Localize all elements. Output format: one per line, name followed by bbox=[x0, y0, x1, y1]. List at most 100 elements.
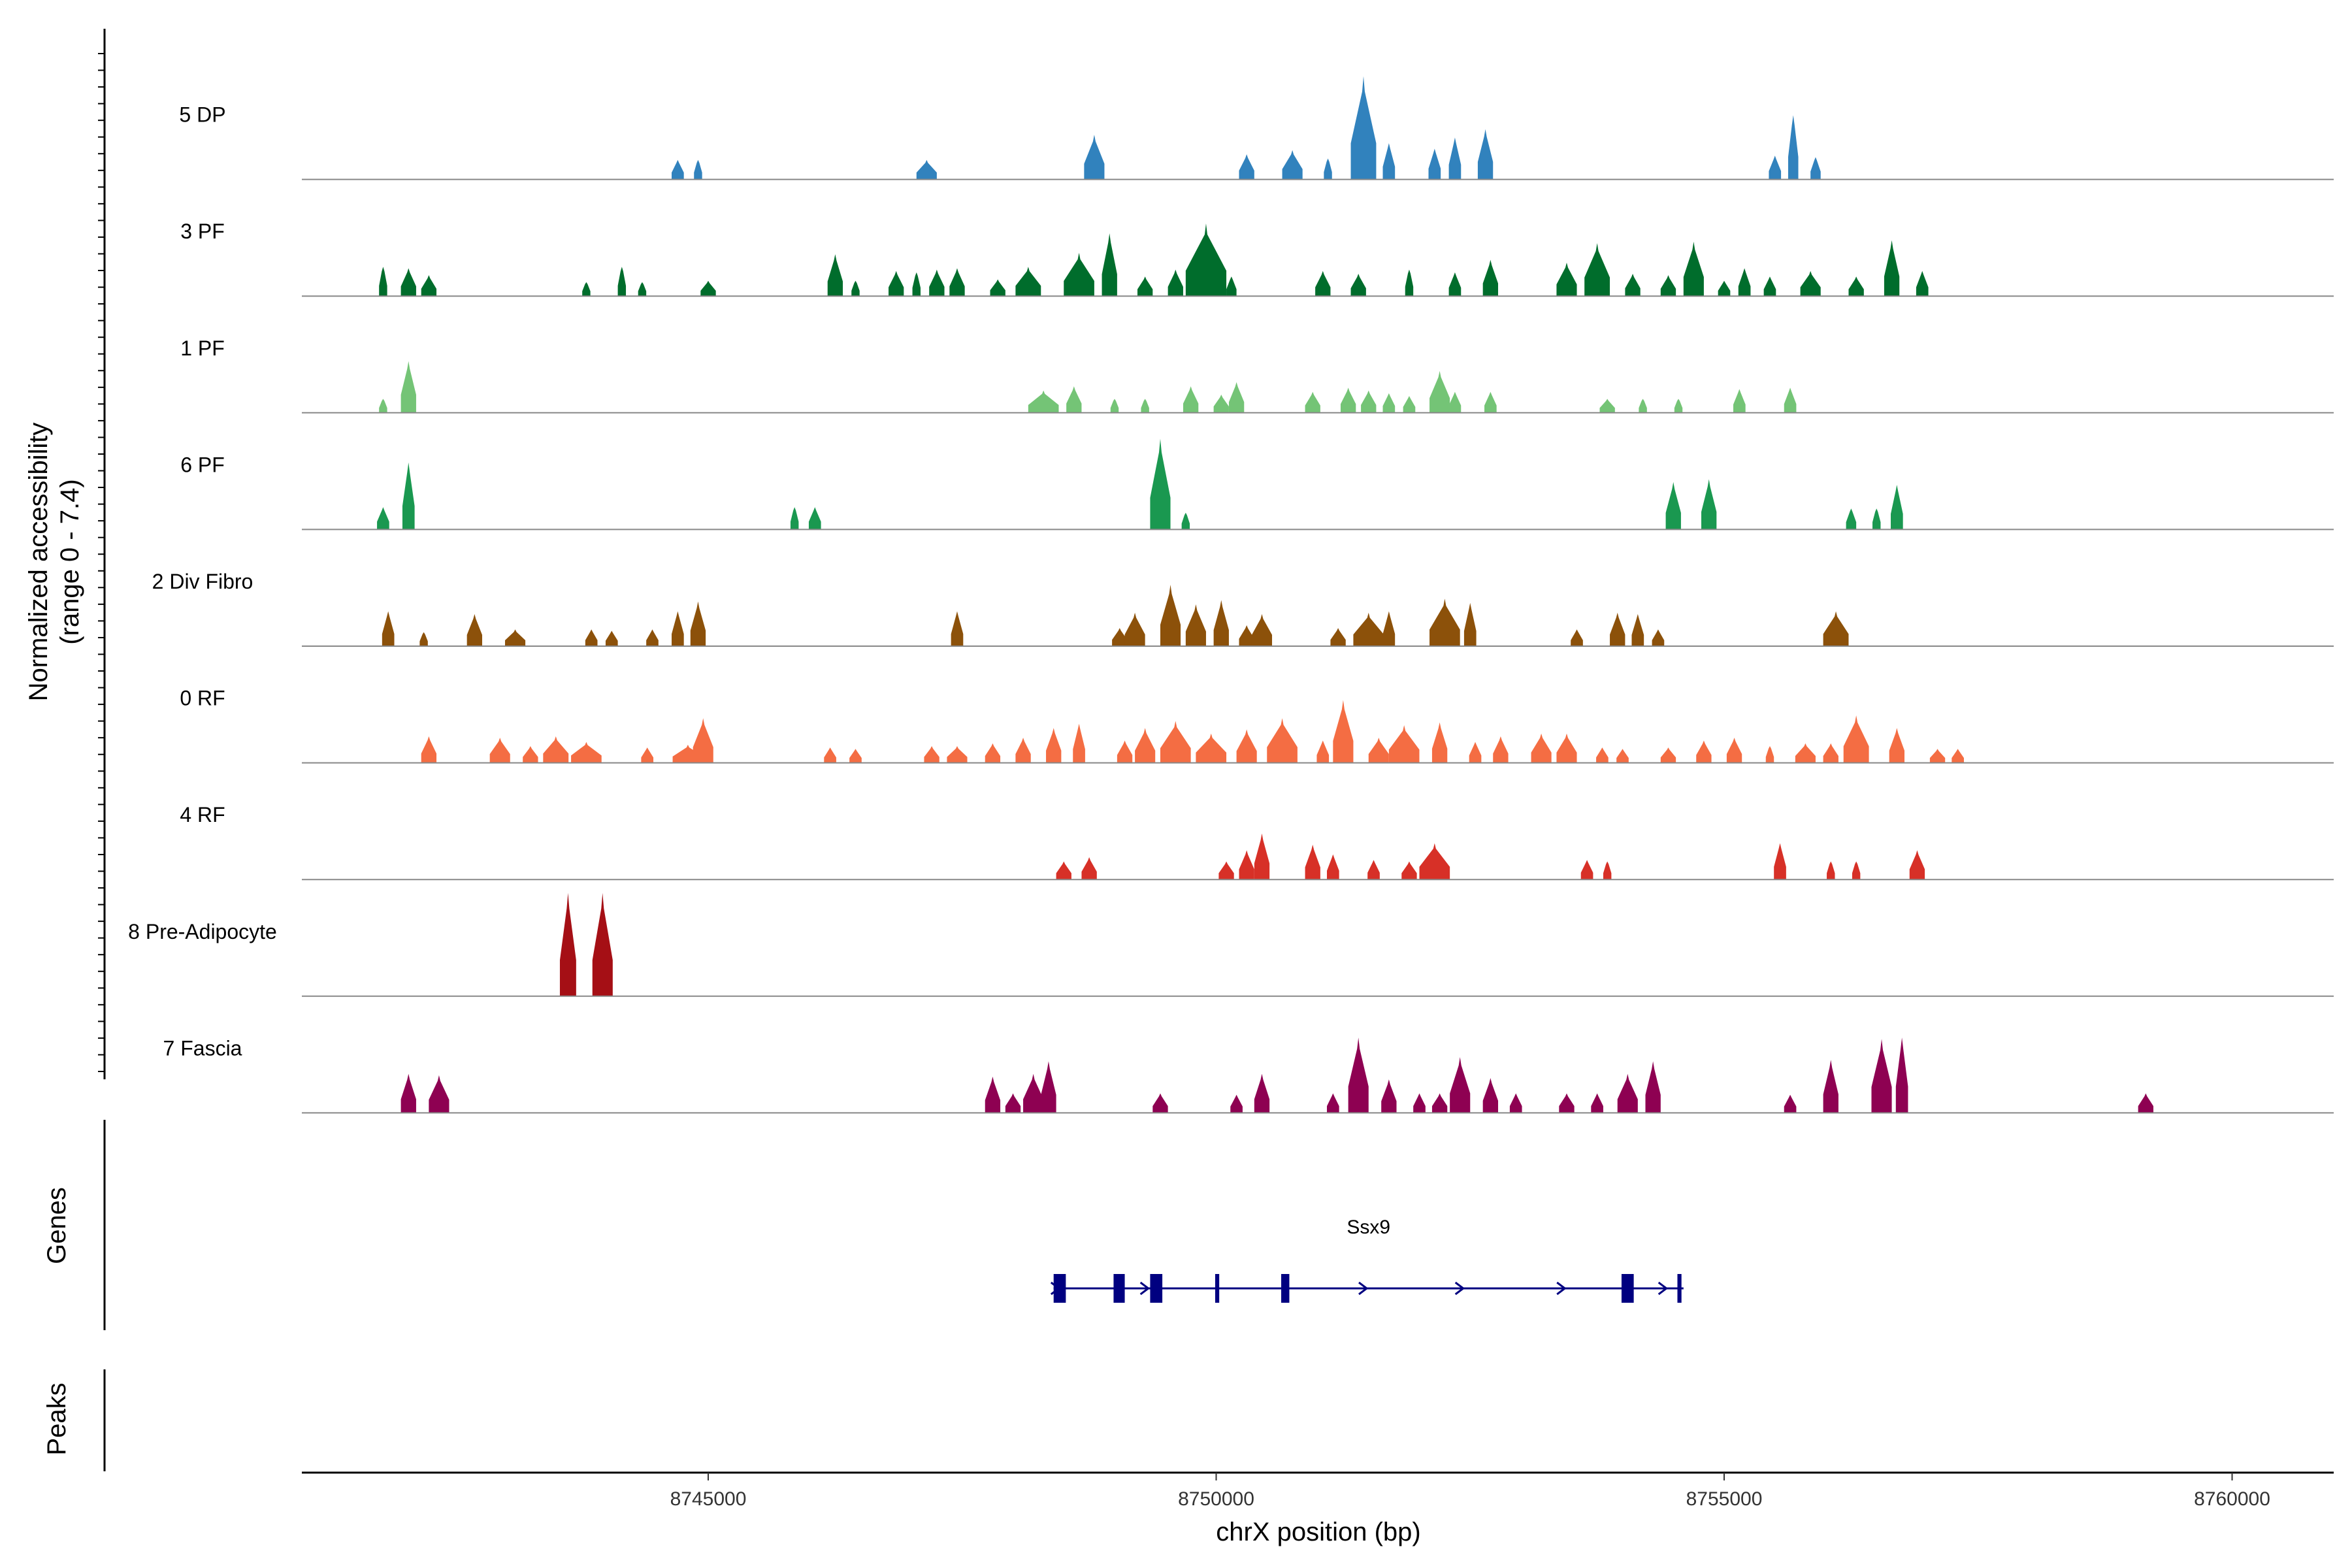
coverage-peak bbox=[951, 611, 964, 646]
coverage-peak bbox=[617, 267, 627, 297]
coverage-peak bbox=[1448, 137, 1462, 180]
track-label: 1 PF bbox=[180, 336, 225, 360]
coverage-peak bbox=[1823, 1060, 1838, 1113]
coverage-peak bbox=[1324, 158, 1332, 180]
coverage-peak bbox=[1236, 729, 1257, 763]
track-label: 0 RF bbox=[180, 687, 225, 710]
coverage-peak bbox=[1701, 479, 1717, 530]
coverage-peak bbox=[1463, 602, 1477, 646]
coverage-peak bbox=[1353, 612, 1384, 646]
coverage-peak bbox=[1616, 749, 1629, 763]
coverage-peak bbox=[1738, 268, 1751, 297]
coverage-peak bbox=[1340, 387, 1356, 413]
coverage-peak bbox=[1326, 854, 1339, 880]
coverage-peak bbox=[1448, 391, 1462, 413]
x-tick-label: 8755000 bbox=[1686, 1488, 1763, 1510]
track-0-rf: 0 RF bbox=[180, 687, 2334, 764]
coverage-peak bbox=[1218, 861, 1234, 880]
coverage-peak bbox=[638, 282, 647, 297]
coverage-peak bbox=[1769, 155, 1782, 180]
coverage-peak bbox=[916, 159, 937, 180]
coverage-peak bbox=[543, 736, 569, 763]
track-3-pf: 3 PF bbox=[180, 220, 2334, 297]
track-label: 6 PF bbox=[180, 453, 225, 476]
coverage-peak bbox=[1361, 390, 1377, 413]
coverage-peak bbox=[421, 275, 437, 297]
coverage-peak bbox=[985, 743, 1001, 763]
gene-exon bbox=[1621, 1274, 1634, 1303]
coverage-peak bbox=[1952, 749, 1964, 763]
track-7-fascia: 7 Fascia bbox=[163, 1036, 2334, 1114]
coverage-peak bbox=[400, 1073, 416, 1113]
coverage-peak bbox=[646, 629, 659, 646]
track-6-pf: 6 PF bbox=[180, 438, 2334, 531]
coverage-peak bbox=[1381, 1079, 1397, 1113]
coverage-peak bbox=[400, 268, 416, 297]
coverage-peak bbox=[1596, 747, 1609, 763]
coverage-peak bbox=[1226, 276, 1237, 297]
coverage-peak bbox=[690, 601, 706, 646]
coverage-peak bbox=[1015, 738, 1031, 763]
coverage-peak bbox=[694, 159, 702, 180]
coverage-peak bbox=[1631, 613, 1644, 646]
coverage-peak bbox=[1015, 267, 1041, 297]
coverage-peak bbox=[1185, 604, 1206, 646]
coverage-peak bbox=[1639, 399, 1647, 413]
coverage-peak bbox=[808, 507, 821, 530]
track-label: 5 DP bbox=[179, 103, 225, 127]
coverage-peak bbox=[849, 749, 862, 763]
coverage-peak bbox=[1419, 843, 1450, 880]
coverage-peak bbox=[1765, 745, 1774, 763]
coverage-peak bbox=[790, 507, 799, 530]
coverage-peak bbox=[912, 272, 921, 297]
gene-exon bbox=[1215, 1274, 1220, 1303]
coverage-peak bbox=[672, 159, 684, 180]
coverage-peak bbox=[1763, 276, 1776, 297]
coverage-peak bbox=[949, 268, 965, 297]
coverage-peak bbox=[1267, 718, 1298, 763]
coverage-peak bbox=[929, 269, 945, 297]
strand-arrow bbox=[1556, 1281, 1567, 1296]
coverage-peak bbox=[1239, 850, 1254, 880]
coverage-peak bbox=[1584, 243, 1610, 297]
coverage-peak bbox=[1674, 399, 1683, 413]
gene-exon bbox=[1150, 1274, 1163, 1303]
coverage-peak bbox=[1251, 613, 1273, 646]
coverage-peak bbox=[1843, 715, 1869, 763]
coverage-peak bbox=[1591, 1093, 1603, 1113]
coverage-peak bbox=[851, 280, 860, 297]
coverage-peak bbox=[466, 613, 483, 646]
coverage-peak bbox=[1871, 1039, 1892, 1113]
coverage-peak bbox=[990, 279, 1005, 297]
coverage-peak bbox=[1305, 391, 1320, 413]
coverage-peak bbox=[1846, 508, 1857, 530]
coverage-peak bbox=[1066, 386, 1082, 413]
coverage-peak bbox=[505, 629, 526, 646]
coverage-peak bbox=[700, 280, 716, 297]
coverage-peak bbox=[1603, 861, 1612, 880]
coverage-peak bbox=[1137, 276, 1153, 297]
coverage-peak bbox=[1350, 76, 1377, 180]
coverage-peak bbox=[419, 632, 428, 646]
coverage-peak bbox=[1401, 861, 1417, 880]
track-1-pf: 1 PF bbox=[180, 336, 2334, 414]
coverage-peak bbox=[1450, 1056, 1471, 1113]
coverage-peak bbox=[1652, 629, 1665, 646]
coverage-peak bbox=[1403, 396, 1416, 413]
coverage-peak bbox=[1448, 272, 1462, 297]
track-4-rf: 4 RF bbox=[180, 803, 2334, 881]
x-tick-label: 8760000 bbox=[2194, 1488, 2270, 1510]
coverage-peak bbox=[1580, 860, 1593, 880]
x-tick-label: 8750000 bbox=[1178, 1488, 1254, 1510]
coverage-peak bbox=[1150, 438, 1171, 530]
coverage-peak bbox=[1183, 386, 1199, 413]
coverage-peak bbox=[1413, 1093, 1426, 1113]
track-label: 7 Fascia bbox=[163, 1036, 242, 1060]
coverage-peak bbox=[1429, 598, 1460, 646]
coverage-peak bbox=[1660, 275, 1676, 297]
strand-arrow bbox=[1658, 1281, 1669, 1296]
coverage-peak bbox=[1041, 1061, 1056, 1113]
coverage-peak bbox=[824, 747, 836, 763]
coverage-peak bbox=[1382, 393, 1396, 413]
